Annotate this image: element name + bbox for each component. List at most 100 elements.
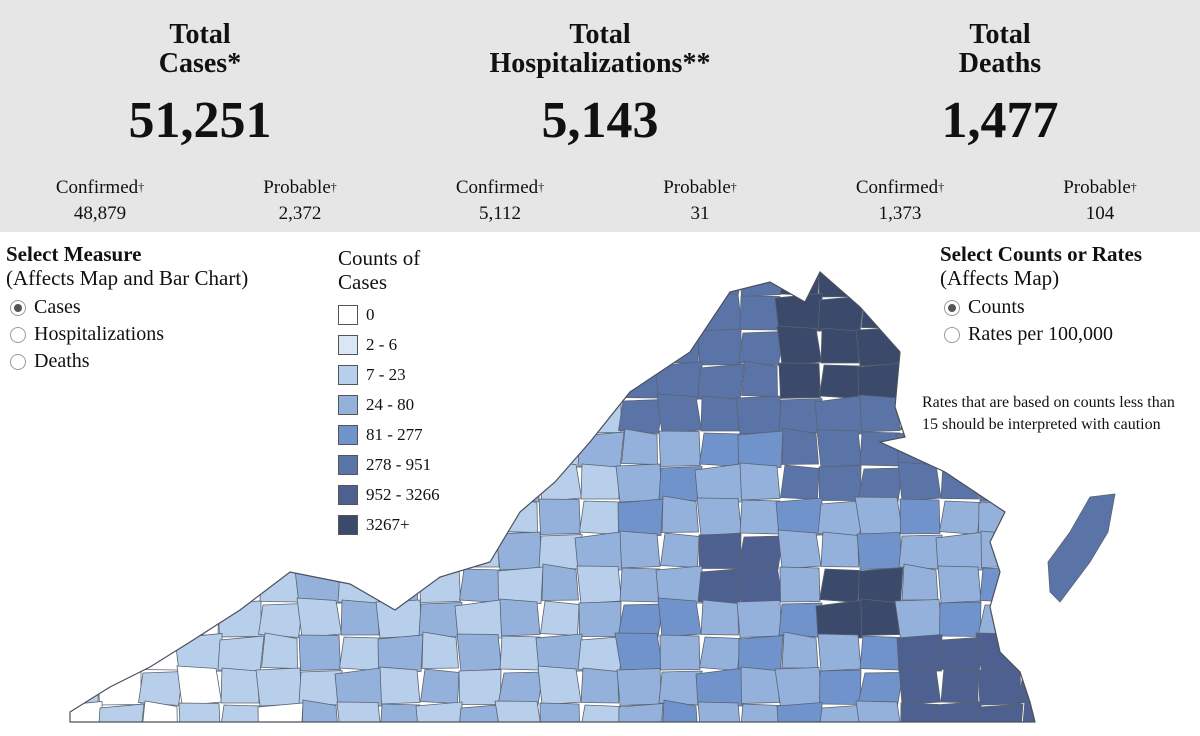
county-region[interactable]	[976, 464, 1022, 502]
county-region[interactable]	[97, 399, 145, 435]
county-region[interactable]	[95, 633, 143, 673]
county-region[interactable]	[1020, 634, 1060, 670]
county-region[interactable]	[300, 328, 340, 364]
county-region[interactable]	[778, 362, 821, 399]
county-region[interactable]	[896, 634, 943, 672]
county-region[interactable]	[254, 463, 303, 503]
county-region[interactable]	[975, 632, 1023, 673]
county-region[interactable]	[739, 295, 781, 331]
county-region[interactable]	[897, 461, 942, 502]
county-region[interactable]	[415, 701, 463, 736]
county-region[interactable]	[780, 261, 820, 296]
county-region[interactable]	[697, 363, 745, 401]
county-region[interactable]	[616, 294, 664, 332]
county-region[interactable]	[457, 704, 505, 736]
county-region[interactable]	[860, 598, 900, 636]
measure-option-hospitalizations[interactable]: Hospitalizations	[6, 321, 306, 348]
county-region[interactable]	[141, 700, 178, 736]
county-region[interactable]	[697, 701, 742, 736]
county-region[interactable]	[94, 429, 143, 469]
county-region[interactable]	[819, 568, 862, 603]
county-region[interactable]	[898, 665, 941, 705]
county-region[interactable]	[697, 265, 745, 299]
county-region[interactable]	[896, 258, 942, 298]
radio-selected-icon[interactable]	[944, 299, 960, 316]
county-region[interactable]	[296, 597, 342, 638]
county-region[interactable]	[56, 529, 103, 571]
county-region[interactable]	[62, 631, 100, 670]
eastern-shore-region[interactable]	[1047, 493, 1116, 603]
county-region[interactable]	[580, 260, 620, 296]
county-region[interactable]	[1021, 699, 1058, 736]
county-region[interactable]	[377, 634, 424, 672]
county-region[interactable]	[258, 603, 304, 638]
county-region[interactable]	[219, 704, 262, 736]
county-region[interactable]	[618, 603, 664, 638]
county-region[interactable]	[817, 633, 862, 672]
county-region[interactable]	[180, 600, 220, 636]
county-region[interactable]	[498, 394, 541, 433]
county-region[interactable]	[820, 531, 859, 568]
county-region[interactable]	[300, 291, 340, 330]
county-region[interactable]	[498, 671, 544, 706]
county-region[interactable]	[580, 463, 620, 500]
county-region[interactable]	[255, 667, 303, 707]
county-region[interactable]	[496, 362, 544, 400]
county-region[interactable]	[578, 601, 622, 637]
county-region[interactable]	[180, 396, 220, 432]
county-region[interactable]	[736, 600, 782, 638]
county-region[interactable]	[818, 465, 862, 501]
county-region[interactable]	[494, 700, 543, 736]
rates-option-rates[interactable]: Rates per 100,000	[940, 321, 1195, 348]
county-region[interactable]	[298, 465, 343, 502]
county-region[interactable]	[141, 496, 179, 533]
county-region[interactable]	[861, 292, 898, 329]
county-region[interactable]	[937, 565, 982, 604]
county-region[interactable]	[579, 500, 622, 535]
county-region[interactable]	[59, 501, 103, 536]
county-region[interactable]	[977, 668, 1022, 706]
county-region[interactable]	[138, 671, 184, 706]
county-region[interactable]	[617, 498, 664, 536]
county-region[interactable]	[535, 633, 583, 673]
county-region[interactable]	[858, 672, 904, 706]
county-region[interactable]	[421, 631, 459, 669]
county-region[interactable]	[138, 466, 184, 502]
county-region[interactable]	[815, 599, 865, 639]
county-region[interactable]	[980, 530, 1020, 568]
county-region[interactable]	[336, 701, 382, 736]
county-region[interactable]	[538, 329, 583, 366]
county-region[interactable]	[495, 531, 543, 571]
rates-option-counts[interactable]: Counts	[940, 294, 1195, 321]
county-region[interactable]	[577, 396, 622, 434]
county-region[interactable]	[579, 296, 622, 331]
county-region[interactable]	[580, 667, 619, 704]
county-region[interactable]	[538, 498, 581, 535]
county-region[interactable]	[656, 393, 702, 434]
county-region[interactable]	[61, 668, 100, 704]
county-region[interactable]	[700, 599, 739, 636]
county-region[interactable]	[340, 599, 380, 636]
county-region[interactable]	[658, 262, 703, 298]
county-region[interactable]	[854, 496, 903, 537]
county-region[interactable]	[696, 497, 742, 536]
county-region[interactable]	[661, 495, 699, 533]
county-region[interactable]	[575, 361, 623, 401]
county-region[interactable]	[139, 635, 181, 671]
county-region[interactable]	[858, 567, 904, 604]
county-region[interactable]	[900, 702, 940, 736]
county-region[interactable]	[539, 702, 581, 736]
county-region[interactable]	[776, 702, 823, 736]
county-region[interactable]	[737, 430, 784, 468]
county-region[interactable]	[1018, 597, 1061, 637]
county-region[interactable]	[499, 598, 541, 637]
county-region[interactable]	[898, 294, 941, 331]
county-region[interactable]	[61, 427, 100, 466]
county-region[interactable]	[776, 325, 822, 366]
county-region[interactable]	[616, 668, 662, 706]
county-region[interactable]	[220, 667, 260, 704]
county-region[interactable]	[217, 600, 262, 638]
county-region[interactable]	[216, 396, 262, 434]
county-region[interactable]	[816, 429, 862, 468]
county-region[interactable]	[136, 566, 184, 604]
